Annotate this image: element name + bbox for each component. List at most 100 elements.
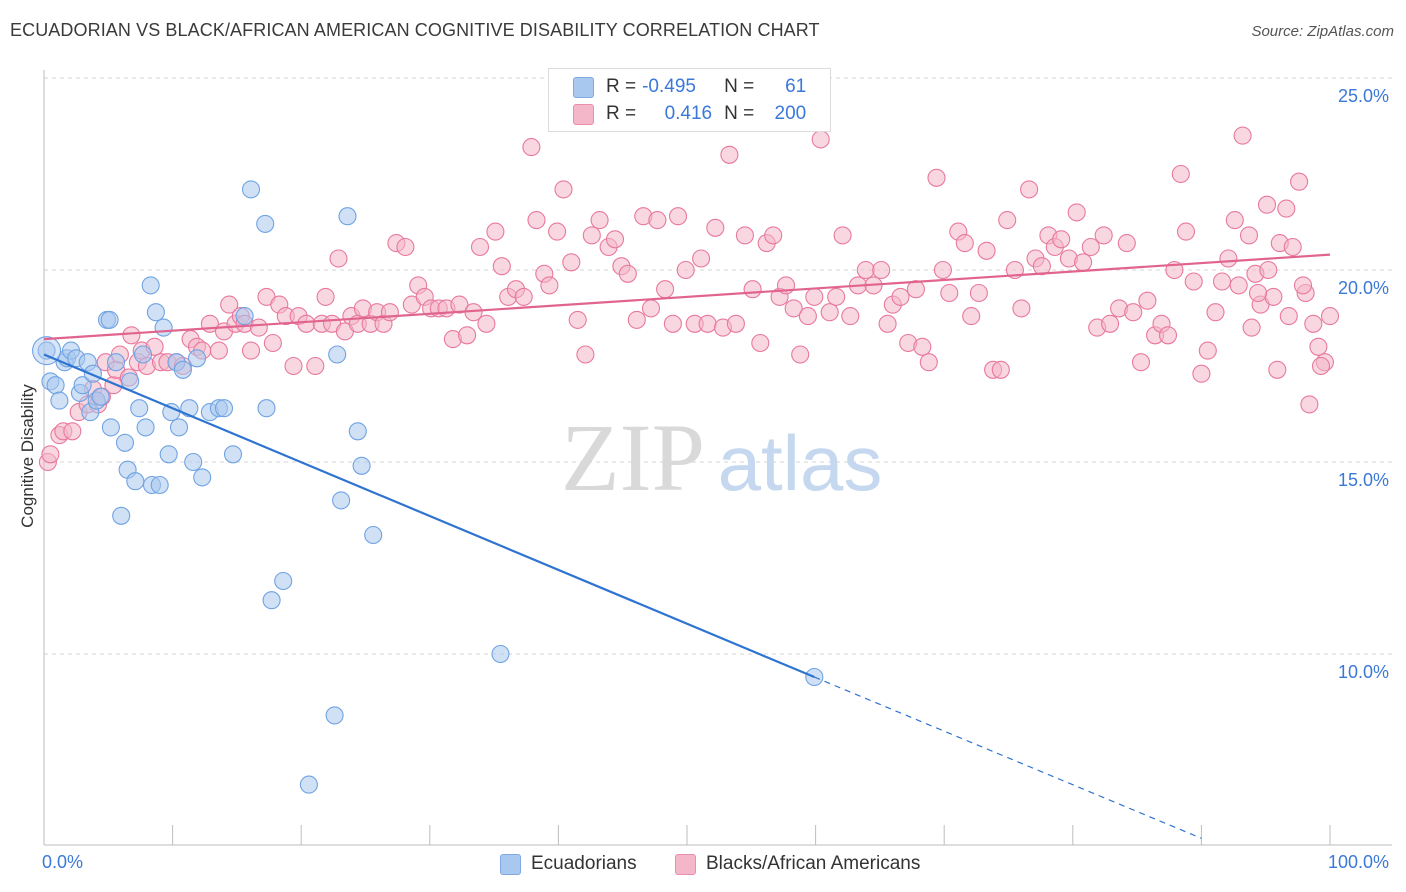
ecuadorian-point bbox=[83, 364, 102, 383]
blacks-point bbox=[605, 230, 625, 249]
bottom-legend-swatch-pink bbox=[675, 853, 696, 875]
ecuadorian-point bbox=[235, 307, 254, 326]
stats-legend: R = -0.495 N = 61 R = 0.416 N = 200 bbox=[548, 68, 831, 132]
blacks-point bbox=[1184, 272, 1203, 291]
blacks-point bbox=[676, 260, 695, 280]
blacks-point bbox=[263, 333, 282, 353]
blacks-point bbox=[522, 138, 541, 157]
ecuadorian-point bbox=[187, 349, 207, 368]
blacks-point bbox=[249, 318, 268, 337]
blacks-point bbox=[1138, 291, 1157, 310]
watermark-zip: ZIP bbox=[561, 404, 705, 511]
blacks-point bbox=[1283, 237, 1302, 257]
blacks-point bbox=[751, 333, 770, 353]
ecuadorian-point bbox=[214, 399, 234, 418]
blacks-point bbox=[913, 337, 932, 356]
blacks-point bbox=[1290, 172, 1309, 191]
blacks-point bbox=[209, 341, 228, 360]
y-tick-label-25: 25.0% bbox=[1338, 86, 1390, 106]
legend-n-label: N = bbox=[724, 103, 755, 124]
blacks-point bbox=[1206, 303, 1225, 322]
blacks-point bbox=[856, 260, 875, 280]
blacks-point bbox=[450, 295, 469, 314]
ecuadorian-point bbox=[169, 418, 189, 437]
blacks-point bbox=[627, 310, 646, 329]
ecuadorian-point bbox=[37, 341, 56, 360]
blacks-point bbox=[1067, 203, 1086, 222]
blacks-point bbox=[396, 237, 415, 257]
blacks-point bbox=[1198, 341, 1217, 360]
ecuadorian-point bbox=[241, 180, 261, 199]
blacks-point bbox=[891, 287, 910, 306]
blacks-point bbox=[1279, 307, 1298, 326]
blacks-point bbox=[933, 260, 952, 280]
ecuadorian-point bbox=[223, 445, 243, 464]
blacks-point bbox=[576, 345, 595, 364]
blacks-point bbox=[969, 283, 988, 303]
trend-line-ecuadorians bbox=[43, 353, 815, 679]
blacks-point bbox=[1171, 164, 1190, 184]
ecuadorian-point bbox=[184, 452, 203, 472]
blacks-point bbox=[720, 145, 739, 164]
ecuadorian-point bbox=[364, 525, 383, 545]
blacks-point bbox=[1242, 318, 1261, 337]
blacks-point bbox=[648, 211, 667, 230]
ecuadorian-point bbox=[274, 571, 293, 591]
blacks-point bbox=[955, 234, 974, 253]
blacks-point bbox=[1131, 353, 1151, 372]
ecuadorian-point bbox=[100, 310, 119, 329]
blacks-point bbox=[1239, 226, 1259, 245]
blacks-point bbox=[1192, 364, 1211, 383]
blacks-point bbox=[1304, 314, 1323, 333]
x-tick-label-min: 0.0% bbox=[42, 852, 84, 872]
blacks-point bbox=[41, 445, 60, 464]
trend-line-blacks bbox=[43, 253, 1331, 341]
blacks-point bbox=[582, 226, 601, 245]
blacks-point bbox=[1012, 299, 1031, 318]
blacks-point bbox=[122, 326, 141, 345]
blacks-point bbox=[798, 307, 817, 326]
ecuadorian-point bbox=[154, 318, 173, 337]
blacks-point bbox=[548, 222, 567, 241]
blacks-point bbox=[514, 287, 533, 306]
blacks-point bbox=[878, 314, 897, 333]
blacks-point bbox=[743, 280, 762, 299]
blacks-point bbox=[1094, 226, 1113, 245]
blacks-point bbox=[1074, 253, 1093, 272]
blacks-point bbox=[1268, 360, 1287, 379]
blacks-point bbox=[1219, 249, 1238, 268]
ecuadorian-point bbox=[115, 433, 135, 452]
ecuadorian-point bbox=[338, 207, 357, 226]
blacks-point bbox=[1233, 126, 1252, 145]
blacks-point bbox=[1176, 222, 1196, 241]
blacks-point bbox=[706, 218, 725, 237]
blacks-point bbox=[906, 280, 925, 299]
blacks-point bbox=[977, 241, 996, 260]
bottom-legend-label: Blacks/African Americans bbox=[706, 853, 921, 874]
legend-n-label: N = bbox=[724, 76, 755, 97]
ecuadorian-point bbox=[325, 706, 344, 725]
legend-swatch-blue bbox=[573, 76, 594, 98]
blacks-point bbox=[811, 130, 830, 149]
ecuadorian-point bbox=[348, 422, 367, 441]
blacks-point bbox=[735, 226, 754, 245]
y-tick-label-15: 15.0% bbox=[1338, 470, 1390, 490]
ecuadorian-point bbox=[141, 276, 160, 295]
blacks-point bbox=[329, 249, 348, 268]
blacks-point bbox=[872, 260, 891, 280]
legend-r-label: R = bbox=[606, 76, 637, 97]
blacks-point bbox=[1309, 337, 1328, 356]
blacks-point bbox=[527, 211, 546, 230]
blacks-point bbox=[1081, 237, 1100, 257]
ecuadorian-point bbox=[133, 345, 153, 364]
trend-line-ecuadorians-extension bbox=[814, 676, 1202, 839]
blacks-point bbox=[1052, 230, 1071, 249]
blacks-point bbox=[1257, 195, 1277, 214]
blacks-point bbox=[998, 211, 1017, 230]
blacks-point bbox=[841, 307, 860, 326]
blacks-point bbox=[316, 287, 335, 306]
blacks-point bbox=[590, 211, 609, 230]
blacks-point bbox=[833, 226, 852, 245]
ecuadorian-point bbox=[193, 468, 212, 487]
blacks-point bbox=[458, 326, 477, 345]
